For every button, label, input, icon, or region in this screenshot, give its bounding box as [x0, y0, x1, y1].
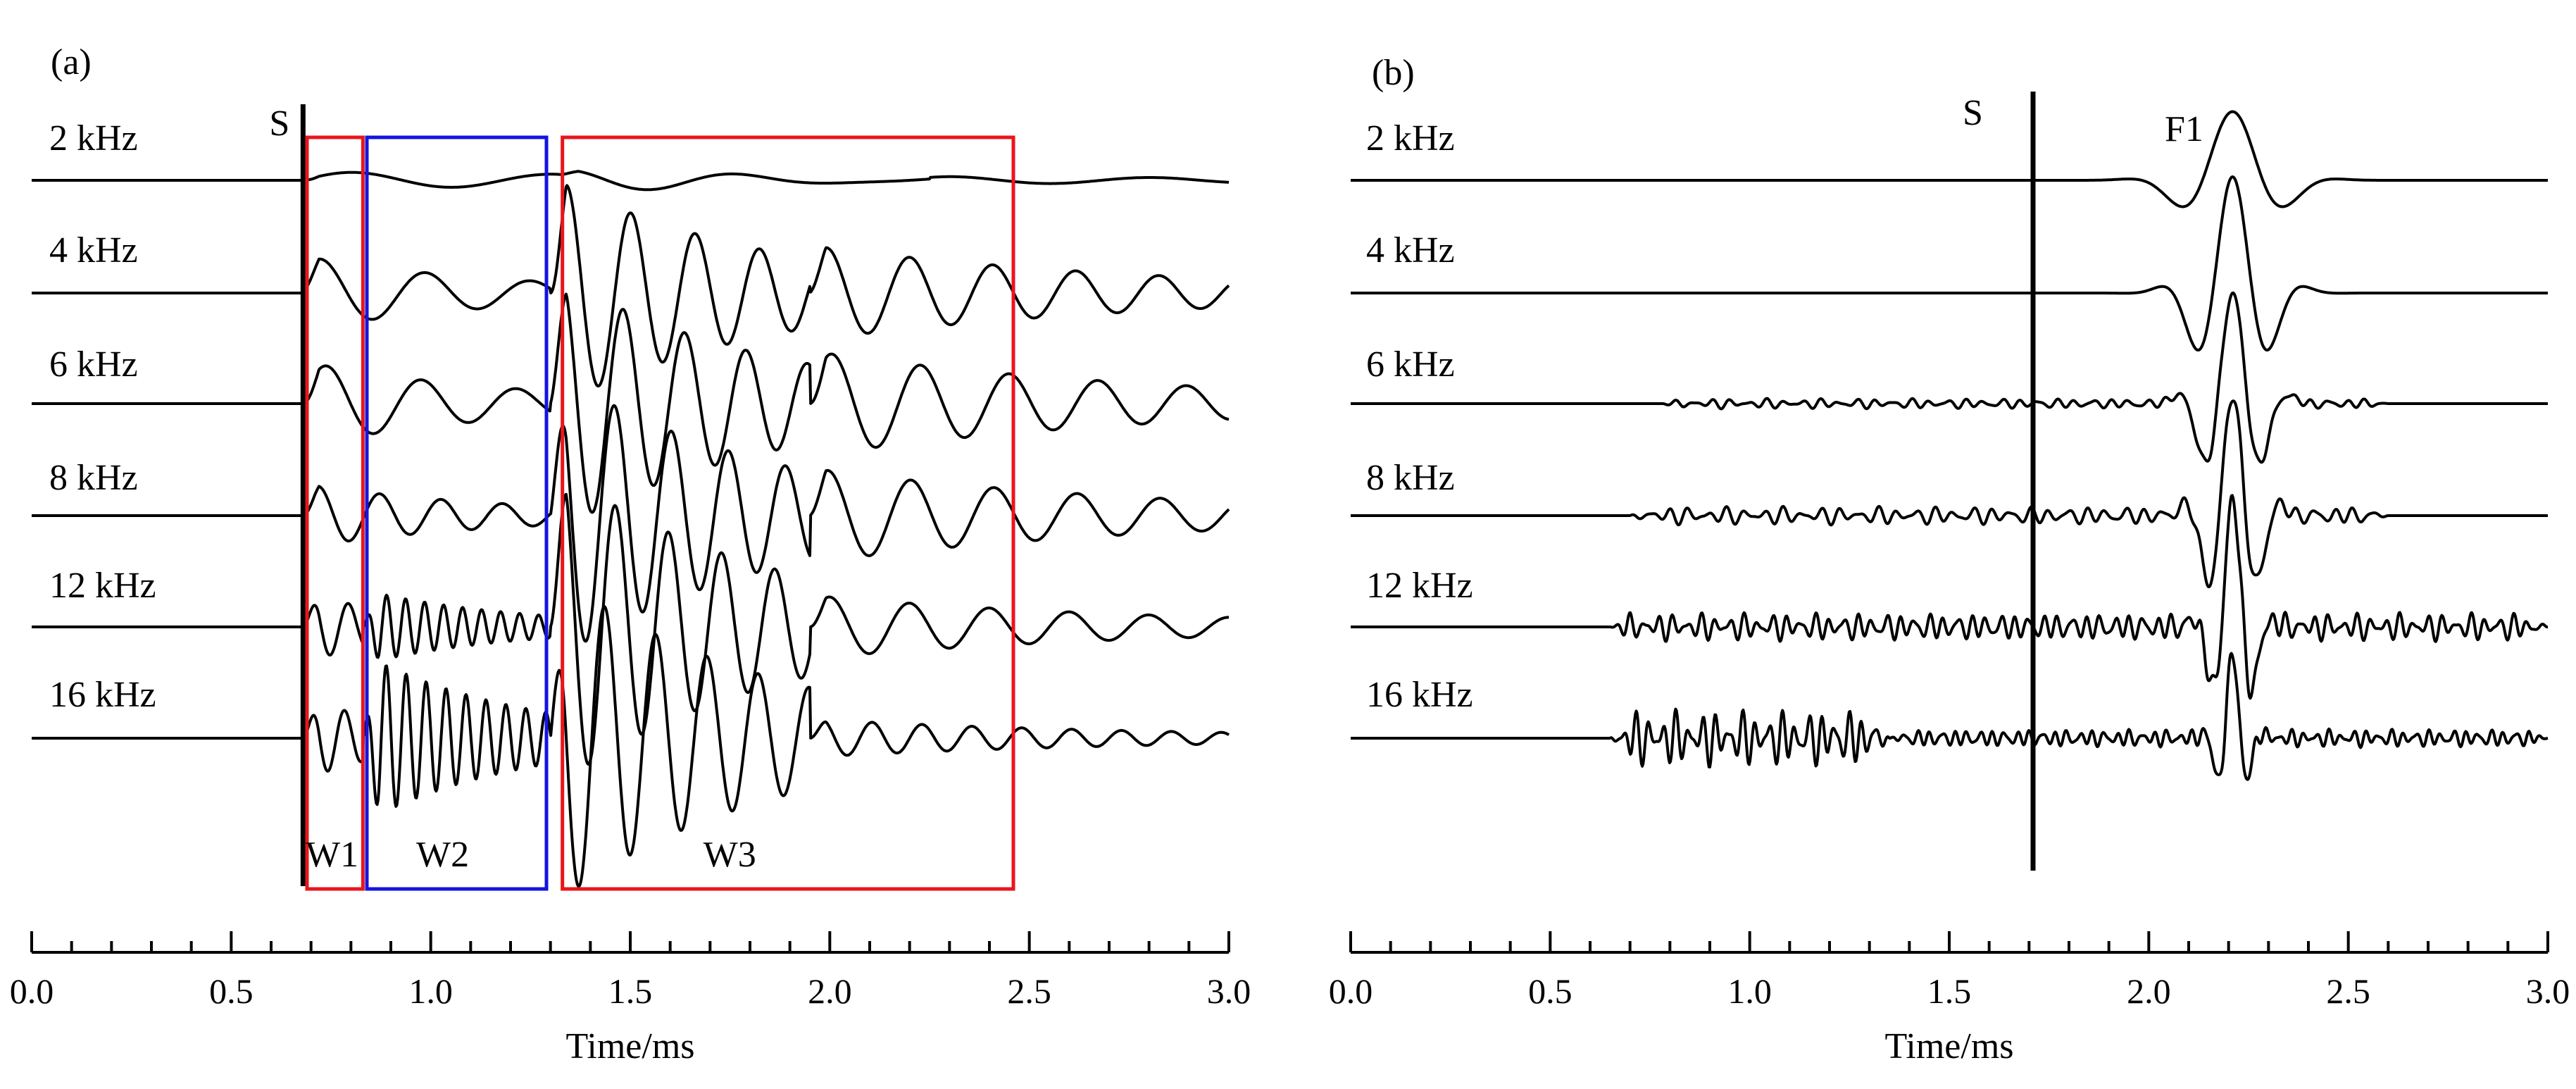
marker-label: S	[269, 104, 289, 144]
series-label: 8 kHz	[49, 458, 138, 498]
x-tick-label: 1.5	[608, 971, 653, 1011]
x-axis-label: Time/ms	[1884, 1026, 2013, 1066]
x-tick-label: 0.0	[1329, 971, 1373, 1011]
trace-16-khz	[1350, 652, 2549, 781]
x-tick-label: 1.0	[1727, 971, 1772, 1011]
series-label: 16 kHz	[49, 675, 156, 715]
series-label: 16 kHz	[1366, 675, 1473, 715]
trace-8-khz	[31, 404, 1230, 643]
x-tick-label: 2.5	[1007, 971, 1051, 1011]
x-tick-label: 0.5	[1528, 971, 1573, 1011]
series-label: 2 kHz	[49, 118, 138, 158]
trace-16-khz	[31, 605, 1230, 888]
panel-label: (a)	[51, 42, 92, 82]
trace-12-khz	[31, 492, 1230, 766]
x-tick-label: 0.5	[209, 971, 254, 1011]
panel-label: (b)	[1372, 53, 1415, 93]
trace-2-khz	[31, 170, 1230, 192]
series-label: 12 kHz	[1366, 566, 1473, 606]
series-label: 2 kHz	[1366, 118, 1455, 158]
x-tick-label: 1.0	[408, 971, 453, 1011]
region-box-w2	[365, 135, 549, 891]
trace-4-khz	[31, 184, 1230, 387]
trace-4-khz	[1350, 175, 2549, 351]
region-box-w1	[305, 135, 365, 891]
trace-2-khz	[1350, 110, 2549, 209]
trace-12-khz	[1350, 494, 2549, 700]
x-tick-label: 2.0	[2127, 971, 2171, 1011]
region-label: W2	[416, 835, 469, 875]
trace-6-khz	[1350, 291, 2549, 464]
x-tick-label: 0.0	[10, 971, 54, 1011]
annotation-label: F1	[2165, 109, 2203, 149]
x-tick-label: 2.5	[2326, 971, 2370, 1011]
trace-8-khz	[1350, 399, 2549, 589]
x-tick-label: 1.5	[1927, 971, 1972, 1011]
region-box-w3	[561, 135, 1015, 891]
series-label: 6 kHz	[49, 344, 138, 385]
region-label: W3	[704, 835, 756, 875]
series-label: 12 kHz	[49, 566, 156, 606]
x-axis-label: Time/ms	[565, 1026, 694, 1066]
x-tick-label: 2.0	[808, 971, 852, 1011]
trace-6-khz	[31, 292, 1230, 514]
series-label: 4 kHz	[49, 230, 138, 270]
x-tick-label: 3.0	[1207, 971, 1251, 1011]
marker-label: S	[1963, 93, 1983, 133]
x-tick-label: 3.0	[2526, 971, 2570, 1011]
series-label: 6 kHz	[1366, 344, 1455, 385]
series-label: 8 kHz	[1366, 458, 1455, 498]
series-label: 4 kHz	[1366, 230, 1455, 270]
region-label: W1	[306, 835, 358, 875]
